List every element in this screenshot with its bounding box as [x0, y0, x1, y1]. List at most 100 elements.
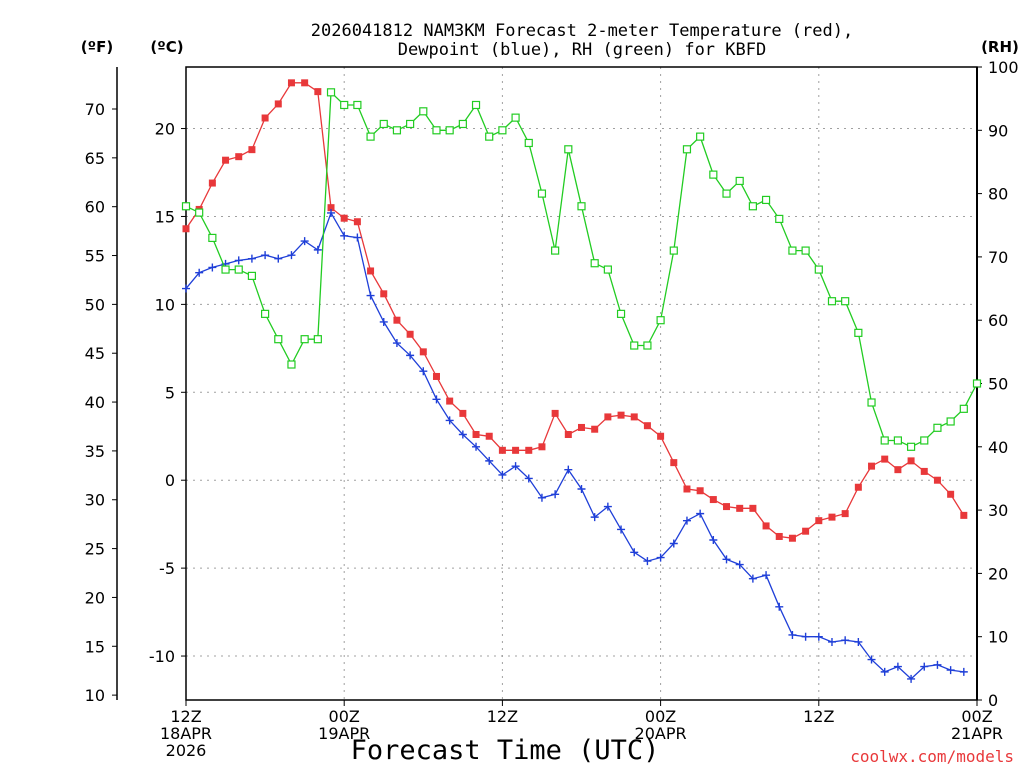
rh-point	[287, 360, 296, 369]
rh-point	[353, 100, 362, 110]
rh-tick-label: 20	[988, 564, 1008, 583]
temperature-point	[222, 156, 230, 164]
dewpoint-point	[841, 636, 850, 645]
rh-point	[247, 271, 257, 280]
dewpoint-point	[274, 254, 283, 263]
temperature-point	[749, 504, 757, 512]
x-tick-label: 12Z	[803, 707, 834, 726]
temperature-point	[525, 446, 533, 454]
temperature-point	[301, 79, 309, 87]
dewpoint-point	[735, 560, 744, 569]
celsius-tick-label: -5	[159, 559, 175, 578]
x-tick-label: 2026	[166, 741, 207, 760]
dewpoint-point	[300, 237, 309, 246]
rh-point	[709, 170, 718, 179]
dewpoint-point	[933, 660, 942, 669]
dewpoint-point	[498, 470, 507, 479]
dewpoint-point	[564, 465, 573, 474]
temperature-point	[551, 409, 559, 417]
rh-point	[340, 100, 349, 110]
temperature-point	[498, 446, 506, 454]
dewpoint-point	[762, 571, 771, 580]
temperature-point	[881, 455, 889, 463]
rh-point	[458, 119, 467, 129]
temperature-point	[933, 476, 941, 484]
dewpoint-point	[208, 263, 217, 272]
temperature-point	[248, 146, 256, 154]
rh-point	[274, 335, 283, 344]
dewpoint-point	[313, 245, 322, 254]
fahrenheit-tick-label: 20	[85, 588, 105, 607]
dewpoint-point	[182, 284, 190, 293]
celsius-tick-label: 20	[155, 120, 175, 139]
dewpoint-point	[445, 416, 454, 425]
rh-point	[682, 145, 692, 154]
celsius-tick-label: 10	[155, 295, 175, 314]
dewpoint-point	[458, 430, 467, 439]
temperature-point	[815, 517, 823, 525]
temperature-point	[512, 446, 520, 454]
dewpoint-point	[485, 456, 494, 465]
rh-point	[616, 309, 626, 318]
x-axis-title: Forecast Time (UTC)	[351, 735, 660, 766]
rh-point	[208, 233, 217, 243]
dewpoint-point	[432, 395, 441, 404]
temperature-point	[841, 510, 849, 518]
temperature-point	[287, 79, 295, 87]
rh-point	[406, 119, 415, 129]
dewpoint-point	[195, 268, 204, 277]
celsius-tick-label: 5	[165, 383, 175, 402]
temperature-point	[208, 179, 216, 187]
rh-point	[590, 259, 599, 268]
temperature-point	[353, 218, 361, 226]
rh-line	[185, 90, 978, 448]
temperature-point	[314, 88, 322, 96]
temperature-point	[696, 487, 704, 495]
rh-tick-label: 50	[988, 375, 1008, 394]
dewpoint-point	[669, 539, 678, 548]
rh-point	[630, 341, 639, 350]
rh-point	[775, 214, 784, 224]
dewpoint-point	[814, 632, 823, 641]
dewpoint-point	[419, 367, 428, 376]
dewpoint-point	[682, 516, 691, 525]
dewpoint-point	[537, 493, 546, 502]
temperature-point	[775, 532, 783, 540]
rh-point	[696, 132, 705, 141]
temperature-point	[578, 423, 585, 431]
rh-tick-label: 0	[988, 691, 998, 710]
temperature-point	[182, 225, 190, 233]
temperature-point	[657, 432, 665, 440]
rh-point	[761, 195, 771, 205]
x-tick-label: 20APR	[635, 724, 687, 743]
fahrenheit-tick-label: 30	[85, 491, 105, 510]
dewpoint-point	[827, 637, 836, 646]
temperature-point	[617, 411, 625, 419]
dewpoint-point	[643, 557, 652, 566]
fahrenheit-tick-label: 45	[85, 344, 105, 363]
temperature-point	[406, 330, 414, 338]
rh-point	[893, 436, 903, 445]
dewpoint-point	[722, 555, 731, 564]
fahrenheit-unit-label: (ºF)	[81, 38, 113, 56]
rh-point	[788, 246, 797, 255]
celsius-tick-label: -10	[149, 647, 175, 666]
fahrenheit-tick-label: 50	[85, 295, 105, 314]
temperature-point	[947, 490, 955, 498]
rh-point	[551, 246, 560, 255]
temperature-point	[736, 504, 744, 512]
temperature-point	[854, 483, 862, 491]
rh-point	[564, 145, 573, 154]
rh-point	[419, 107, 428, 116]
dewpoint-point	[880, 667, 889, 676]
dewpoint-point	[959, 667, 968, 676]
celsius-unit-label: (ºC)	[150, 38, 183, 56]
temperature-point	[604, 413, 612, 421]
fahrenheit-tick-label: 35	[85, 442, 105, 461]
dewpoint-point	[511, 462, 520, 471]
dewpoint-point	[788, 630, 797, 639]
rh-point	[379, 119, 388, 129]
dewpoint-point	[379, 317, 388, 326]
credit-link[interactable]: coolwx.com/models	[850, 747, 1014, 766]
